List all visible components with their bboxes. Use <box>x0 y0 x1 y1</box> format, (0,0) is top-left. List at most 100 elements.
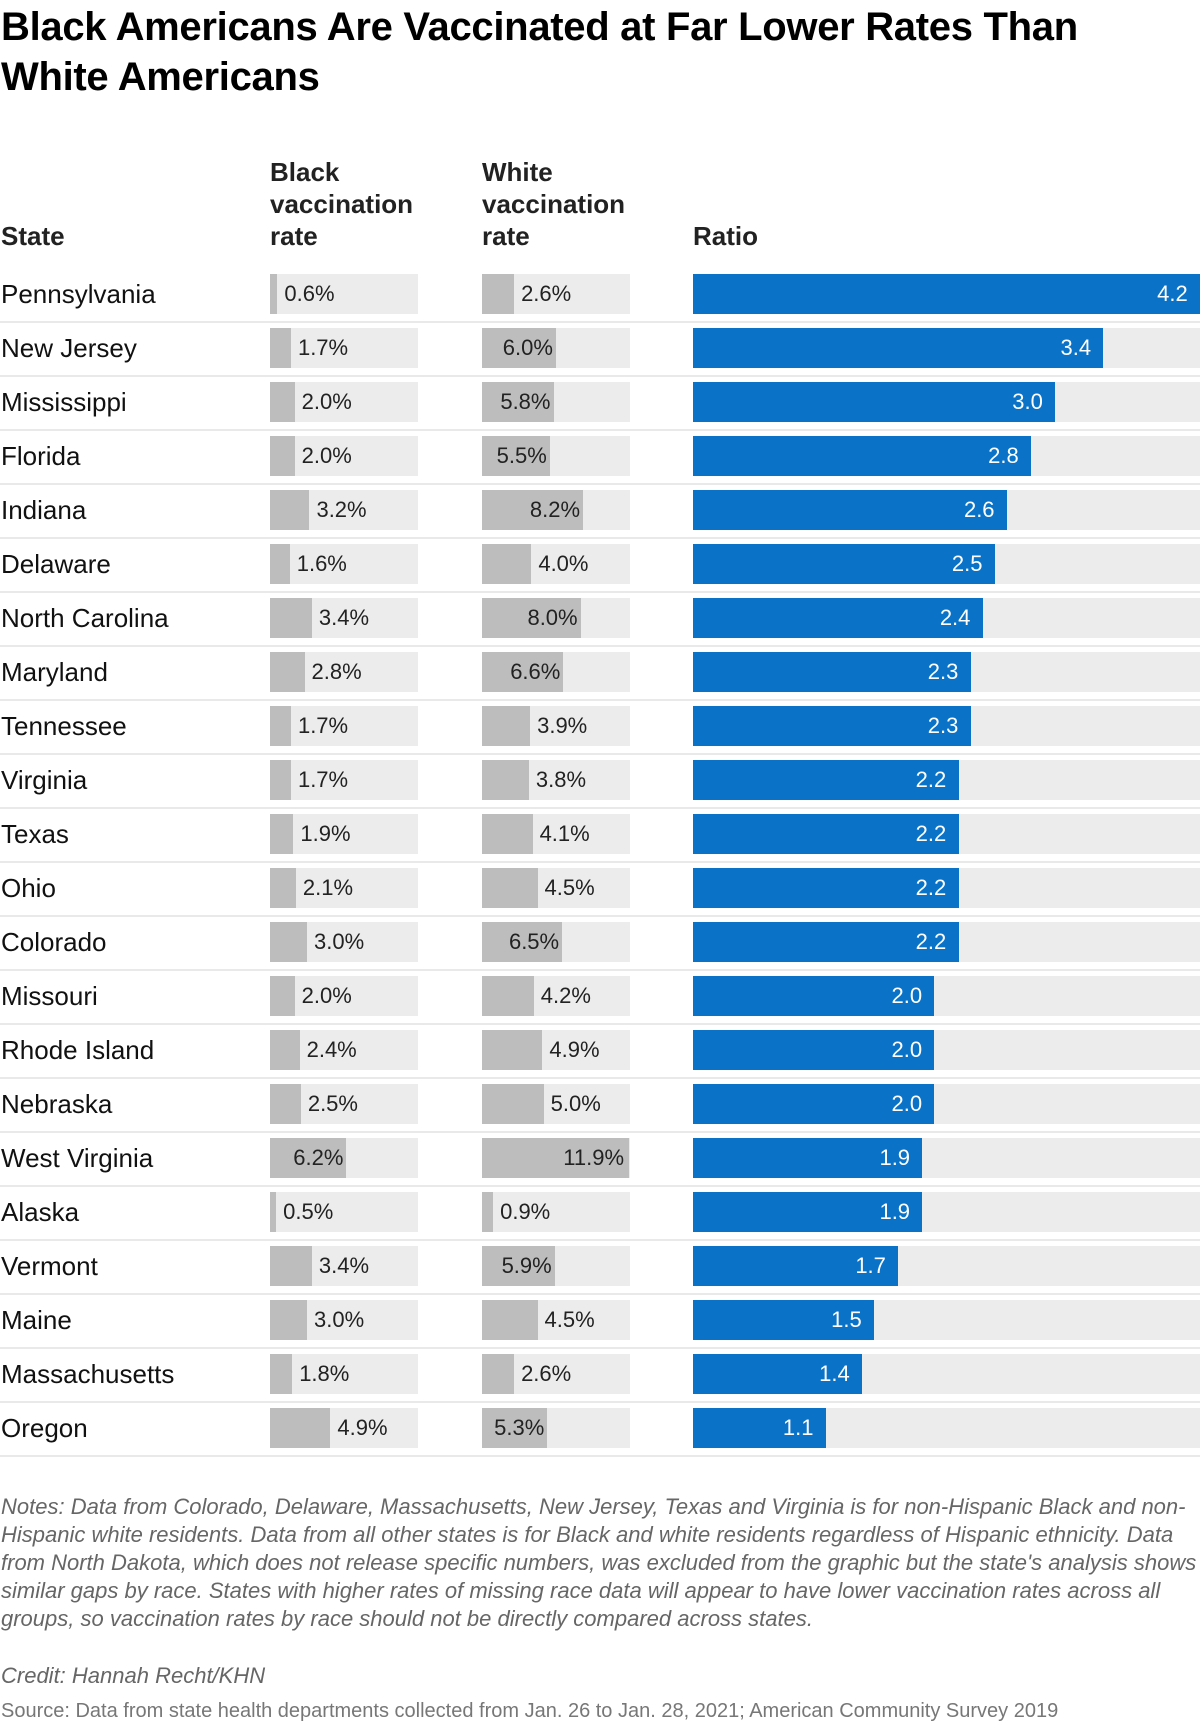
state-name: Alaska <box>1 1197 80 1227</box>
black-rate-bar <box>270 1354 293 1394</box>
ratio-track: 2.2 <box>693 814 1200 854</box>
black-rate-track: 1.7% <box>270 760 418 800</box>
row-divider <box>0 429 1200 431</box>
ratio-bar <box>693 868 959 908</box>
white-rate-track: 3.9% <box>482 706 630 746</box>
table-row: Virginia 1.7% 3.8% 2.2 <box>0 756 1200 810</box>
white-rate-track: 5.0% <box>482 1084 630 1124</box>
ratio-bar <box>693 1246 899 1286</box>
ratio-bar <box>693 976 935 1016</box>
black-rate-bar <box>270 706 291 746</box>
table-row: Delaware 1.6% 4.0% 2.5 <box>0 540 1200 594</box>
ratio-bar <box>693 814 959 854</box>
ratio-bar <box>693 328 1104 368</box>
row-divider <box>0 1077 1200 1079</box>
ratio-track: 4.2 <box>693 274 1200 314</box>
black-rate-bar <box>270 814 294 854</box>
white-rate-bar <box>482 976 534 1016</box>
state-name: Rhode Island <box>1 1035 155 1065</box>
state-name: North Carolina <box>1 603 169 633</box>
ratio-label: 4.2 <box>1157 281 1188 306</box>
row-divider <box>0 699 1200 701</box>
white-rate-track: 5.9% <box>482 1246 630 1286</box>
white-rate-label: 4.2% <box>540 983 591 1008</box>
ratio-bar <box>693 1138 923 1178</box>
black-rate-track: 6.2% <box>270 1138 418 1178</box>
ratio-track: 1.9 <box>693 1138 1200 1178</box>
chart-title: Black Americans Are Vaccinated at Far Lo… <box>1 5 1078 99</box>
black-rate-bar <box>270 1030 300 1070</box>
black-rate-label: 6.2% <box>293 1145 344 1170</box>
header-state: State <box>1 221 65 251</box>
state-name: Virginia <box>1 765 88 795</box>
row-divider <box>0 321 1200 323</box>
row-divider <box>0 375 1200 377</box>
row-divider <box>0 969 1200 971</box>
row-divider <box>0 1401 1200 1403</box>
ratio-label: 2.2 <box>915 767 947 792</box>
ratio-bar <box>693 544 995 584</box>
ratio-label: 2.2 <box>915 821 947 846</box>
white-rate-label: 5.5% <box>496 443 547 468</box>
black-rate-track: 0.6% <box>270 274 418 314</box>
state-name: Texas <box>1 819 69 849</box>
black-rate-track: 2.4% <box>270 1030 418 1070</box>
ratio-bar <box>693 490 1007 530</box>
header-black-rate: Black vaccination rate <box>270 157 414 251</box>
white-rate-track: 2.6% <box>482 274 630 314</box>
black-rate-track: 3.0% <box>270 1300 418 1340</box>
ratio-track: 3.4 <box>693 328 1200 368</box>
row-divider <box>0 1347 1200 1349</box>
white-rate-track: 4.1% <box>482 814 630 854</box>
state-name: Delaware <box>1 549 111 579</box>
black-rate-label: 2.5% <box>307 1091 358 1116</box>
ratio-track: 2.3 <box>693 652 1200 692</box>
row-divider <box>0 1455 1200 1457</box>
white-rate-bar <box>482 1246 555 1286</box>
black-rate-track: 0.5% <box>270 1192 418 1232</box>
state-name: Oregon <box>1 1413 88 1443</box>
ratio-label: 1.9 <box>879 1199 911 1224</box>
row-divider <box>0 483 1200 485</box>
state-name: Nebraska <box>1 1089 113 1119</box>
table-row: Pennsylvania 0.6% 2.6% 4.2 <box>0 270 1200 324</box>
black-rate-label: 3.2% <box>316 497 367 522</box>
table-row: Alaska 0.5% 0.9% 1.9 <box>0 1188 1200 1242</box>
black-rate-label: 1.7% <box>297 713 349 738</box>
ratio-track: 1.4 <box>693 1354 1200 1394</box>
black-rate-label: 0.5% <box>283 1199 334 1224</box>
white-rate-track: 8.0% <box>482 598 630 638</box>
table-row: Maryland 2.8% 6.6% 2.3 <box>0 648 1200 702</box>
white-rate-bar <box>482 274 515 314</box>
white-rate-track: 5.3% <box>482 1408 630 1448</box>
black-rate-bar <box>270 1300 307 1340</box>
row-divider <box>0 1023 1200 1025</box>
black-rate-track: 1.7% <box>270 328 418 368</box>
ratio-label: 2.3 <box>927 713 959 738</box>
black-rate-label: 1.6% <box>296 551 347 576</box>
row-divider <box>0 1185 1200 1187</box>
state-name: West Virginia <box>1 1143 154 1173</box>
white-rate-label: 6.6% <box>510 659 561 684</box>
black-rate-label: 1.9% <box>300 821 351 846</box>
white-rate-bar <box>482 1192 494 1232</box>
black-rate-track: 3.4% <box>270 1246 418 1286</box>
ratio-track: 2.5 <box>693 544 1200 584</box>
row-divider <box>0 1131 1200 1133</box>
table-row: Mississippi 2.0% 5.8% 3.0 <box>0 378 1200 432</box>
table-row: Tennessee 1.7% 3.9% 2.3 <box>0 702 1200 756</box>
state-name: Indiana <box>1 495 87 525</box>
table-row: Missouri 2.0% 4.2% 2.0 <box>0 972 1200 1026</box>
white-rate-label: 4.9% <box>549 1037 600 1062</box>
white-rate-bar <box>482 436 550 476</box>
ratio-bar <box>693 1030 935 1070</box>
table-row: Oregon 4.9% 5.3% 1.1 <box>0 1404 1200 1458</box>
state-name: Mississippi <box>1 387 127 417</box>
table-row: West Virginia 6.2% 11.9% 1.9 <box>0 1134 1200 1188</box>
state-name: Pennsylvania <box>1 279 156 309</box>
state-name: Maine <box>1 1305 72 1335</box>
black-rate-bar <box>270 382 295 422</box>
ratio-label: 2.3 <box>927 659 959 684</box>
ratio-label: 1.9 <box>879 1145 911 1170</box>
table-row: Rhode Island 2.4% 4.9% 2.0 <box>0 1026 1200 1080</box>
